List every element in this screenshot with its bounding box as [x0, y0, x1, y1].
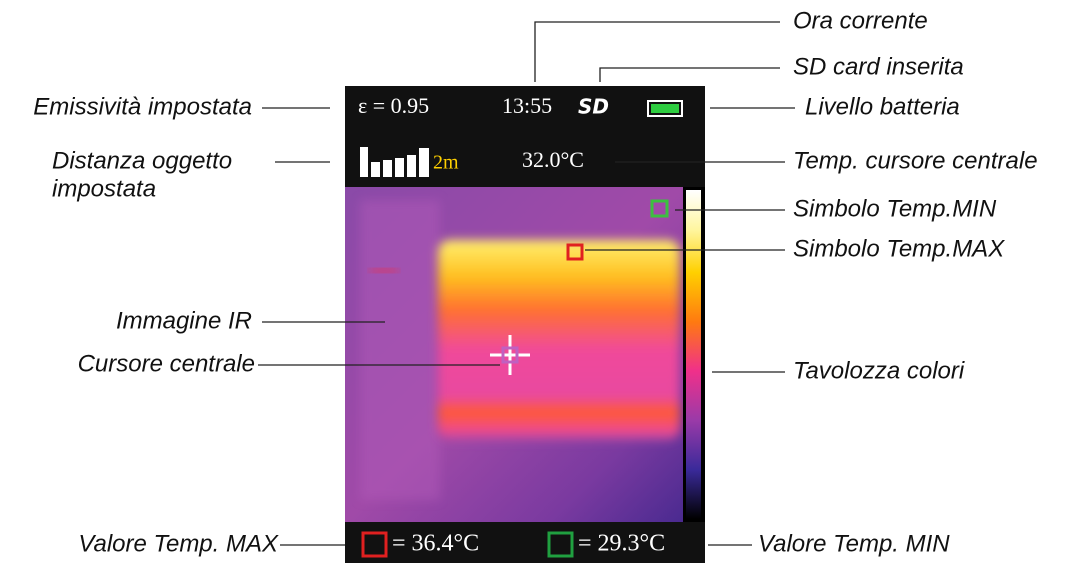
label: Ora corrente [793, 7, 928, 34]
label: Cursore centrale [78, 350, 255, 377]
label: impostata [52, 175, 156, 202]
emissivity: ε = 0.95 [358, 93, 429, 118]
label: Distanza oggetto [52, 147, 232, 174]
label: Temp. cursore centrale [793, 147, 1038, 174]
max-temp: = 36.4°C [392, 531, 479, 557]
label: Simbolo Temp.MIN [793, 195, 997, 222]
min-temp: = 29.3°C [578, 531, 665, 557]
label: Valore Temp. MIN [758, 530, 950, 557]
label: Emissività impostata [33, 93, 252, 120]
label: Livello batteria [805, 93, 960, 120]
center-temp: 32.0°C [522, 147, 584, 172]
distance: 2m [433, 152, 459, 174]
color-palette [686, 190, 701, 519]
time: 13:55 [502, 93, 552, 118]
diagram: ε = 0.95 13:55 SD 2m 32.0°C = 36.4°C = 2… [0, 0, 1071, 563]
label: Tavolozza colori [793, 357, 965, 384]
label: Immagine IR [116, 307, 252, 334]
battery-level [651, 104, 679, 113]
label: Simbolo Temp.MAX [793, 235, 1005, 262]
label: Valore Temp. MAX [78, 530, 279, 557]
label: SD card inserita [793, 53, 964, 80]
sd-icon: SD [578, 95, 609, 119]
